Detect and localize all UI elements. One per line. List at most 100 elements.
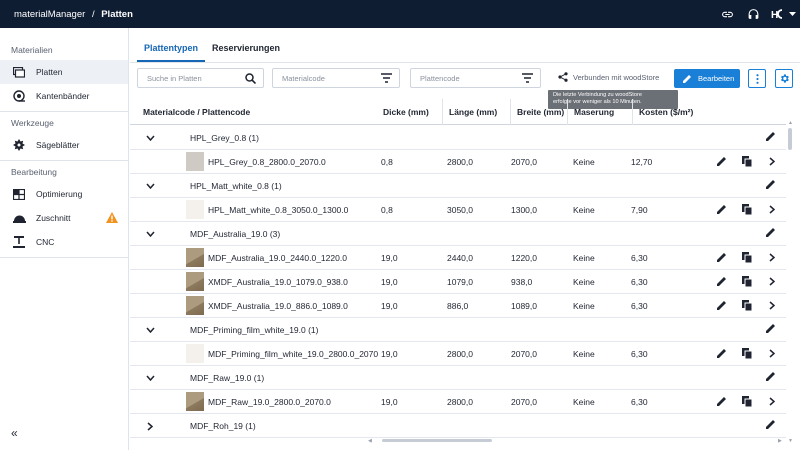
pencil-icon[interactable]	[717, 348, 727, 360]
chevron-right-icon[interactable]	[769, 349, 776, 360]
copy-icon[interactable]	[742, 276, 753, 289]
pencil-icon[interactable]	[766, 131, 776, 143]
vertical-scrollbar[interactable]	[788, 128, 792, 150]
pencil-icon[interactable]	[717, 204, 727, 216]
pencil-icon[interactable]	[717, 156, 727, 168]
sidebar-item-optimierung[interactable]: Optimierung	[0, 182, 128, 206]
copy-icon[interactable]	[742, 252, 753, 265]
svg-text:H: H	[771, 10, 778, 20]
search-input[interactable]: Suche in Platten	[137, 68, 264, 88]
breadcrumb-app[interactable]: materialManager	[14, 8, 86, 20]
column-header-laenge[interactable]: Länge (mm)	[442, 99, 497, 125]
table-header: Materialcode / Plattencode Dicke (mm) Lä…	[130, 99, 786, 125]
copy-icon[interactable]	[742, 204, 753, 217]
table-row[interactable]: HPL_Matt_white_0.8_3050.0_1300.0 0,8 3050,…	[130, 198, 786, 222]
search-icon[interactable]	[245, 73, 257, 86]
scroll-left-arrow[interactable]: ◀	[368, 438, 372, 444]
horizontal-scrollbar[interactable]	[382, 439, 492, 442]
link-icon[interactable]	[714, 0, 740, 28]
company-logo-dropdown[interactable]: H	[766, 0, 800, 28]
group-label: MDF_Australia_19.0 (3)	[190, 229, 281, 239]
sidebar-item-cnc[interactable]: CNC	[0, 230, 128, 254]
chevron-down-icon[interactable]	[144, 180, 156, 192]
group-row[interactable]: MDF_Australia_19.0 (3)	[130, 222, 786, 246]
pencil-icon[interactable]	[766, 323, 776, 335]
pencil-icon[interactable]	[766, 419, 776, 431]
chevron-right-icon[interactable]	[769, 205, 776, 216]
scroll-down-arrow[interactable]: ▼	[788, 438, 793, 444]
group-row[interactable]: MDF_Raw_19.0 (1)	[130, 366, 786, 390]
more-options-button[interactable]	[748, 69, 766, 88]
chevron-right-icon[interactable]	[769, 157, 776, 168]
plattencode-filter[interactable]: Plattencode	[410, 68, 541, 88]
sidebar-item-zuschnitt[interactable]: Zuschnitt	[0, 206, 128, 230]
group-row[interactable]: MDF_Roh_19 (1)	[130, 414, 786, 438]
laenge-cell: 2800,0	[447, 349, 473, 359]
pencil-icon[interactable]	[717, 276, 727, 288]
pencil-icon[interactable]	[717, 300, 727, 312]
copy-icon[interactable]	[742, 156, 753, 169]
table-row[interactable]: XMDF_Australia_19.0_886.0_1089.0 19,0 886,…	[130, 294, 786, 318]
pencil-icon[interactable]	[717, 252, 727, 264]
copy-icon[interactable]	[742, 396, 753, 409]
dicke-cell: 19,0	[381, 253, 398, 263]
kosten-cell: 6,30	[631, 301, 648, 311]
sidebar-item-kantenbaender[interactable]: Kantenbänder	[0, 84, 128, 108]
column-header-dicke[interactable]: Dicke (mm)	[383, 107, 429, 117]
settings-button[interactable]	[775, 69, 793, 88]
column-header-code[interactable]: Materialcode / Plattencode	[143, 107, 251, 117]
scroll-up-arrow[interactable]: ▲	[788, 120, 793, 126]
chevron-down-icon[interactable]	[144, 228, 156, 240]
pencil-icon[interactable]	[717, 396, 727, 408]
chevron-right-icon[interactable]	[769, 253, 776, 264]
scroll-right-arrow[interactable]: ▶	[778, 438, 782, 444]
table-row[interactable]: HPL_Grey_0.8_2800.0_2070.0 0,8 2800,0 2070,…	[130, 150, 786, 174]
pencil-icon[interactable]	[766, 179, 776, 191]
pencil-icon[interactable]	[766, 227, 776, 239]
chevron-down-icon[interactable]	[144, 324, 156, 336]
sidebar-item-platten[interactable]: Platten	[0, 60, 128, 84]
group-label: MDF_Raw_19.0 (1)	[190, 373, 265, 383]
filter-icon[interactable]	[522, 73, 533, 85]
chevron-right-icon[interactable]	[769, 397, 776, 408]
copy-icon[interactable]	[742, 300, 753, 313]
table-row[interactable]: MDF_Raw_19.0_2800.0_2070.0 19,0 2800,0 2070…	[130, 390, 786, 414]
filter-icon[interactable]	[381, 73, 392, 85]
breite-cell: 2070,0	[511, 349, 537, 359]
maserung-cell: Keine	[573, 397, 595, 407]
maserung-cell: Keine	[573, 349, 595, 359]
table-row[interactable]: MDF_Priming_film_white_19.0_2800.0_2070 1…	[130, 342, 786, 366]
tab-plattentypen[interactable]: Plattentypen	[137, 40, 206, 62]
woodstore-connection-status[interactable]: Verbunden mit woodStore	[558, 72, 659, 82]
sidebar-section-bearbeitung: Bearbeitung	[11, 166, 57, 177]
edit-button[interactable]: Bearbeiten	[674, 69, 740, 88]
support-icon[interactable]	[740, 0, 766, 28]
laenge-cell: 1079,0	[447, 277, 473, 287]
chevron-down-icon[interactable]	[144, 132, 156, 144]
materialcode-filter[interactable]: Materialcode	[272, 68, 400, 88]
group-row[interactable]: MDF_Priming_film_white_19.0 (1)	[130, 318, 786, 342]
dicke-cell: 19,0	[381, 277, 398, 287]
sidebar-divider	[0, 111, 128, 112]
column-header-kosten[interactable]: Kosten ($/m²)	[632, 99, 693, 125]
sidebar-item-saegeblaetter[interactable]: Sägeblätter	[0, 133, 128, 157]
chevron-right-icon[interactable]	[144, 420, 156, 432]
tab-reservierungen[interactable]: Reservierungen	[212, 43, 281, 53]
pencil-icon[interactable]	[766, 371, 776, 383]
chevron-down-icon[interactable]	[144, 372, 156, 384]
group-row[interactable]: HPL_Grey_0.8 (1)	[130, 126, 786, 150]
group-row[interactable]: HPL_Matt_white_0.8 (1)	[130, 174, 786, 198]
warning-icon	[106, 212, 118, 225]
column-header-maserung[interactable]: Maserung	[567, 99, 614, 125]
collapse-sidebar-button[interactable]: «	[11, 426, 18, 440]
breite-cell: 2070,0	[511, 397, 537, 407]
copy-icon[interactable]	[742, 348, 753, 361]
connection-tooltip: Die letzte Verbindung zu woodStore erfol…	[548, 90, 678, 109]
more-vertical-icon	[755, 73, 759, 84]
table-row[interactable]: XMDF_Australia_19.0_1079.0_938.0 19,0 1079…	[130, 270, 786, 294]
table-row[interactable]: MDF_Australia_19.0_2440.0_1220.0 19,0 2440…	[130, 246, 786, 270]
chevron-right-icon[interactable]	[769, 277, 776, 288]
material-thumbnail	[186, 152, 204, 171]
chevron-right-icon[interactable]	[769, 301, 776, 312]
column-header-breite[interactable]: Breite (mm)	[510, 99, 564, 125]
